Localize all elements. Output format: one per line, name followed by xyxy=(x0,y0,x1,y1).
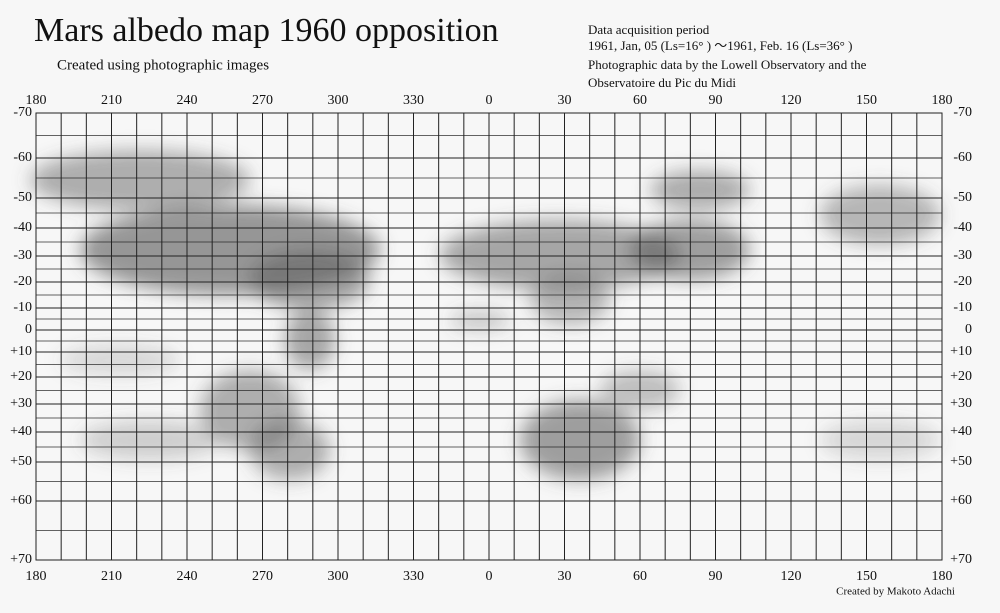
longitude-label: 240 xyxy=(177,93,198,108)
map-frame xyxy=(35,112,943,561)
longitude-label: 150 xyxy=(856,93,877,108)
longitude-label: 180 xyxy=(26,569,47,584)
longitude-label: 300 xyxy=(328,93,349,108)
latitude-label: -60 xyxy=(953,150,972,165)
latitude-label: -20 xyxy=(13,274,32,289)
title: Mars albedo map 1960 opposition xyxy=(34,12,499,49)
latitude-label: +40 xyxy=(950,424,972,439)
info-line: Data acquisition period xyxy=(588,22,710,37)
latitude-label: +50 xyxy=(10,454,32,469)
latitude-label: +40 xyxy=(10,424,32,439)
longitude-label: 90 xyxy=(709,569,723,584)
latitude-label: +50 xyxy=(950,454,972,469)
latitude-label: +10 xyxy=(950,344,972,359)
latitude-label: +70 xyxy=(950,552,972,567)
longitude-label: 210 xyxy=(101,569,122,584)
latitude-label: -70 xyxy=(13,105,32,120)
latitude-label: -20 xyxy=(953,274,972,289)
latitude-label: -10 xyxy=(953,300,972,315)
latitude-label: +60 xyxy=(950,493,972,508)
longitude-label: 270 xyxy=(252,569,273,584)
longitude-label: 60 xyxy=(633,569,647,584)
latitude-label: -70 xyxy=(953,105,972,120)
latitude-label: +10 xyxy=(10,344,32,359)
subtitle: Created using photographic images xyxy=(57,57,269,73)
longitude-label: 0 xyxy=(486,93,493,108)
latitude-label: +20 xyxy=(10,369,32,384)
latitude-label: +30 xyxy=(950,396,972,411)
latitude-label: -50 xyxy=(953,190,972,205)
latitude-label: +30 xyxy=(10,396,32,411)
latitude-label: -60 xyxy=(13,150,32,165)
latitude-label: 0 xyxy=(965,322,972,337)
longitude-label: 210 xyxy=(101,93,122,108)
longitude-label: 0 xyxy=(486,569,493,584)
graticule xyxy=(35,112,943,561)
longitude-label: 330 xyxy=(403,93,424,108)
info-line: Photographic data by the Lowell Observat… xyxy=(588,57,867,72)
longitude-label: 120 xyxy=(781,93,802,108)
longitude-label: 90 xyxy=(709,93,723,108)
credit: Created by Makoto Adachi xyxy=(836,586,955,598)
latitude-label: 0 xyxy=(25,322,32,337)
longitude-label: 240 xyxy=(177,569,198,584)
longitude-label: 180 xyxy=(932,93,953,108)
latitude-label: -50 xyxy=(13,190,32,205)
latitude-label: +70 xyxy=(10,552,32,567)
longitude-label: 180 xyxy=(932,569,953,584)
longitude-label: 60 xyxy=(633,93,647,108)
longitude-label: 120 xyxy=(781,569,802,584)
longitude-label: 330 xyxy=(403,569,424,584)
latitude-label: -10 xyxy=(13,300,32,315)
info-line: 1961, Jan, 05 (Ls=16° ) ～1961, Feb. 16 (… xyxy=(588,38,852,53)
longitude-label: 30 xyxy=(558,93,572,108)
latitude-label: +60 xyxy=(10,493,32,508)
latitude-label: +20 xyxy=(950,369,972,384)
longitude-label: 270 xyxy=(252,93,273,108)
longitude-label: 180 xyxy=(26,93,47,108)
latitude-label: -30 xyxy=(953,248,972,263)
latitude-label: -30 xyxy=(13,248,32,263)
latitude-label: -40 xyxy=(13,220,32,235)
info-line: Observatoire du Pic du Midi xyxy=(588,75,736,90)
longitude-label: 300 xyxy=(328,569,349,584)
latitude-label: -40 xyxy=(953,220,972,235)
longitude-label: 30 xyxy=(558,569,572,584)
longitude-label: 150 xyxy=(856,569,877,584)
